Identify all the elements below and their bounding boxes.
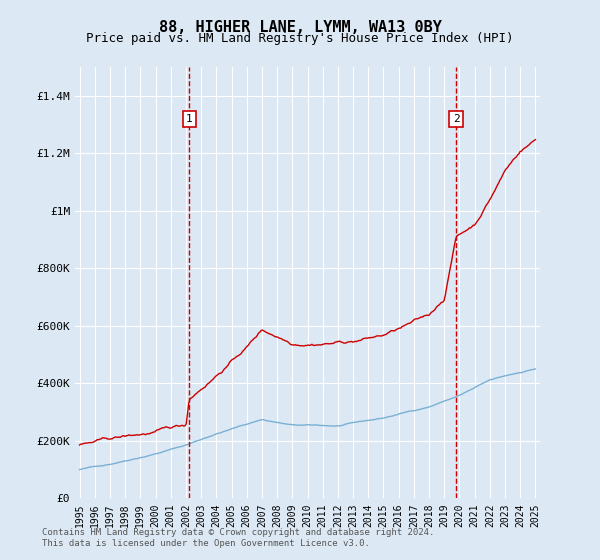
Text: 2: 2	[453, 114, 460, 124]
Text: 1: 1	[186, 114, 193, 124]
Text: Contains HM Land Registry data © Crown copyright and database right 2024.
This d: Contains HM Land Registry data © Crown c…	[42, 528, 434, 548]
Text: 88, HIGHER LANE, LYMM, WA13 0BY: 88, HIGHER LANE, LYMM, WA13 0BY	[158, 20, 442, 35]
Text: Price paid vs. HM Land Registry's House Price Index (HPI): Price paid vs. HM Land Registry's House …	[86, 32, 514, 45]
